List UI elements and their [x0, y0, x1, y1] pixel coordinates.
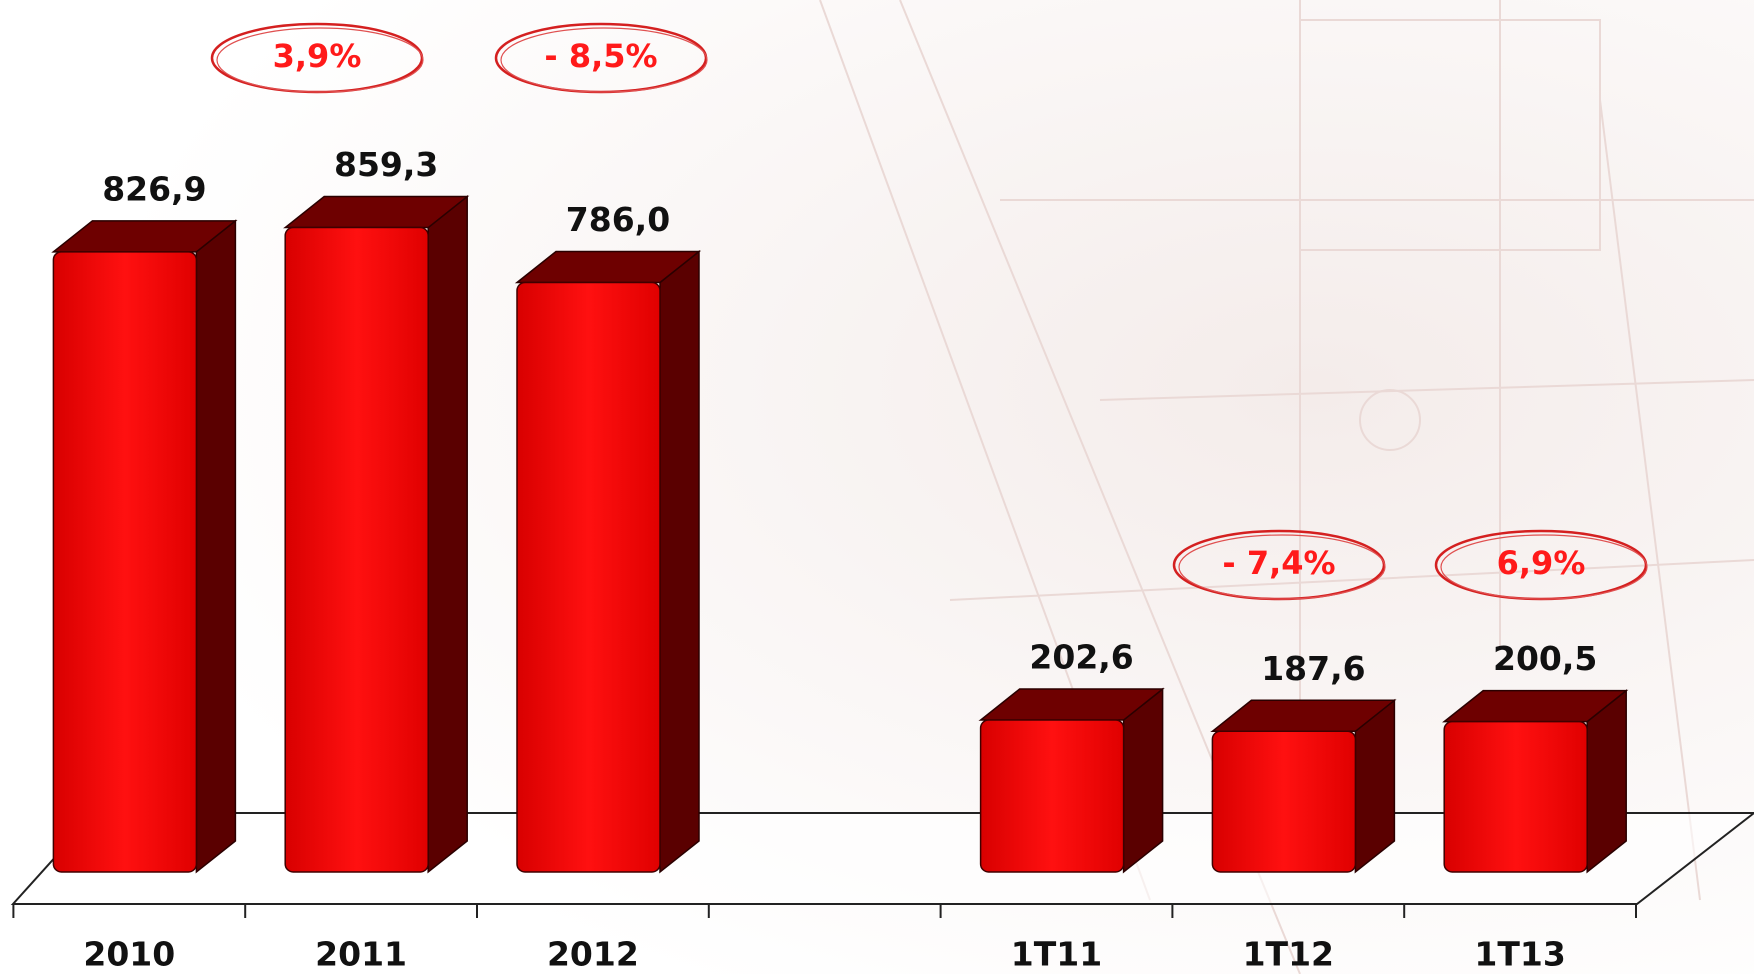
annotation: 3,9%	[273, 37, 362, 75]
bar	[979, 719, 1125, 873]
bar-side	[659, 249, 700, 874]
annotation-ellipse	[500, 27, 708, 93]
bar	[516, 281, 661, 873]
annotation-ellipse	[1178, 534, 1386, 600]
annotation-ellipse	[216, 27, 424, 93]
bar-side	[195, 219, 237, 874]
value-label: 202,6	[1029, 638, 1133, 677]
bar	[284, 226, 429, 873]
value-label: 200,5	[1493, 639, 1597, 678]
x-tick-label: 2011	[315, 935, 407, 974]
x-tick-label: 2010	[83, 935, 175, 974]
bar	[1211, 730, 1357, 873]
annotation: - 7,4%	[1222, 544, 1335, 582]
x-tick-label: 1T13	[1474, 935, 1565, 974]
bar-side	[1122, 687, 1164, 874]
blueprint-decoration	[819, 0, 1754, 974]
value-label: 786,0	[566, 200, 670, 239]
bar	[52, 251, 198, 873]
x-tick-label: 2012	[547, 935, 639, 974]
annotation-ellipse	[1440, 534, 1648, 600]
x-tick-label: 1T11	[1011, 935, 1102, 974]
value-label: 859,3	[334, 145, 438, 184]
annotation: 6,9%	[1497, 544, 1586, 582]
annotation: - 8,5%	[544, 37, 657, 75]
bar	[1443, 720, 1588, 873]
value-label: 826,9	[102, 169, 206, 208]
x-tick-label: 1T12	[1243, 935, 1334, 974]
bar-side	[427, 194, 468, 874]
value-label: 187,6	[1261, 649, 1365, 688]
